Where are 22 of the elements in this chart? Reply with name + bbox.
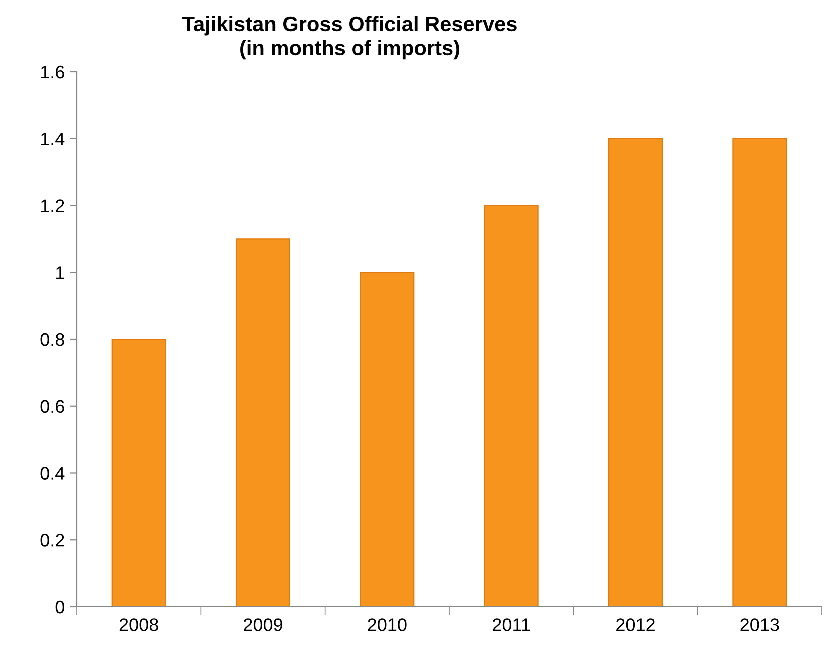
x-tick-label: 2013 [740,618,780,632]
chart-title: Tajikistan Gross Official Reserves (in months of imports) [182,16,517,60]
y-tick-label: 0.2 [40,534,64,547]
y-tick-label: 1 [56,266,64,280]
y-tick-label: 1.2 [41,200,64,212]
x-tick-label: 2009 [244,618,282,632]
bar [484,205,539,607]
bar [236,238,290,607]
y-tick-label: 0.4 [40,467,65,480]
y-tick-label: 0.8 [40,333,64,346]
y-tick-label: 0.6 [40,400,64,414]
y-tick-label: 1.6 [41,66,64,79]
x-tick-label: 2011 [493,618,530,632]
x-tick-label: 2010 [368,618,407,632]
y-tick-label: 0 [56,600,64,614]
y-tick-label: 1.4 [41,132,65,146]
bar [732,138,788,607]
bar [608,138,663,607]
bar [112,338,166,607]
x-tick-label: 2008 [120,618,158,632]
bar [360,272,415,607]
x-tick-label: 2012 [616,618,655,632]
